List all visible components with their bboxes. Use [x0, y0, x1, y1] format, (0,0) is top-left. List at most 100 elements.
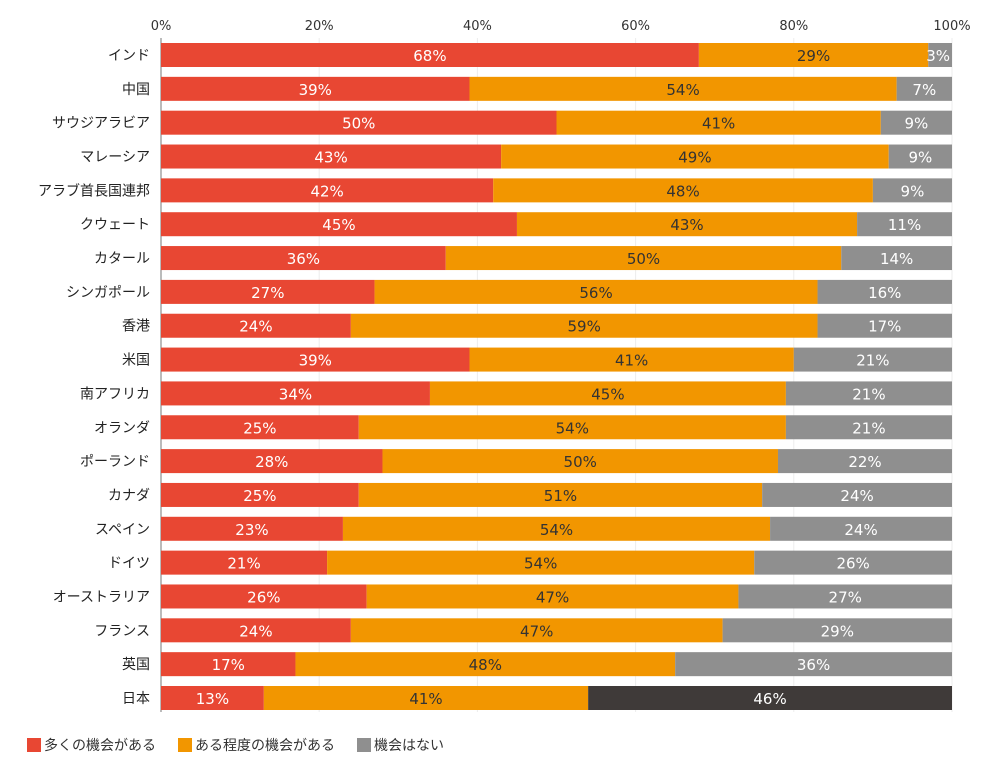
bar-segment — [161, 246, 446, 271]
bar-segment — [516, 212, 858, 237]
bar-segment — [161, 76, 470, 101]
bar-segment — [888, 144, 952, 169]
bar-segment — [770, 516, 952, 541]
category-label: スペイン — [95, 522, 150, 538]
data-label: 54% — [524, 555, 557, 573]
bar-segment — [358, 415, 786, 440]
legend-label: ある程度の機会がある — [195, 738, 335, 754]
data-label: 41% — [409, 690, 442, 708]
data-label: 41% — [615, 352, 648, 370]
bar-segment — [161, 212, 517, 237]
bar-segment — [327, 550, 755, 575]
legend-label: 多くの機会がある — [44, 738, 156, 754]
category-label: オランダ — [94, 420, 150, 436]
data-label: 24% — [844, 521, 877, 539]
category-label: アラブ首長国連邦 — [38, 182, 150, 199]
x-tick-label: 0% — [151, 19, 172, 34]
x-tick-label: 100% — [933, 19, 970, 34]
bar-segment — [501, 144, 889, 169]
data-label: 48% — [469, 656, 502, 674]
bar-segment — [754, 550, 952, 575]
data-label: 16% — [868, 284, 901, 302]
bar-segment — [161, 178, 494, 203]
category-label: 米国 — [122, 353, 150, 369]
legend-swatch — [178, 738, 192, 752]
bar-segment — [785, 415, 952, 440]
data-label: 21% — [227, 555, 260, 573]
bar-segment — [161, 482, 359, 507]
bar-segment — [161, 618, 351, 643]
data-label: 43% — [314, 149, 347, 167]
bar-segment — [762, 482, 952, 507]
data-label: 27% — [251, 284, 284, 302]
bar-segment — [817, 279, 952, 304]
category-label: シンガポール — [66, 285, 150, 301]
legend-label: 機会はない — [374, 738, 444, 754]
data-label: 17% — [868, 318, 901, 336]
category-label: ポーランド — [80, 454, 150, 470]
bar-segment — [872, 178, 952, 203]
bar-segment — [880, 110, 952, 135]
data-label: 14% — [880, 250, 913, 268]
data-label: 46% — [753, 690, 786, 708]
bar-segment — [588, 686, 952, 710]
data-label: 39% — [299, 81, 332, 99]
bar-segment — [785, 381, 952, 406]
legend-item: 多くの機会がある — [27, 735, 156, 755]
bar-segment — [161, 347, 470, 372]
data-label: 43% — [670, 216, 703, 234]
legend-item: 機会はない — [357, 735, 444, 755]
category-label: カナダ — [108, 488, 150, 504]
data-label: 36% — [287, 250, 320, 268]
category-label: フランス — [94, 623, 150, 639]
data-label: 25% — [243, 419, 276, 437]
data-label: 9% — [901, 182, 925, 200]
data-label: 7% — [912, 81, 936, 99]
data-label: 3% — [926, 47, 950, 65]
data-label: 49% — [678, 149, 711, 167]
data-label: 13% — [196, 690, 229, 708]
data-label: 29% — [797, 47, 830, 65]
bar-segment — [161, 652, 296, 677]
data-label: 54% — [666, 81, 699, 99]
data-label: 29% — [821, 622, 854, 640]
data-label: 22% — [848, 453, 881, 471]
legend: 多くの機会がある ある程度の機会がある 機会はない — [27, 735, 444, 755]
x-tick-label: 20% — [305, 19, 334, 34]
data-label: 23% — [235, 521, 268, 539]
category-label: 南アフリカ — [80, 386, 150, 402]
data-label: 17% — [212, 656, 245, 674]
data-label: 21% — [852, 385, 885, 403]
bar-segment — [382, 449, 778, 474]
bar-segment — [295, 652, 676, 677]
category-label: サウジアラビア — [52, 116, 150, 132]
category-label: インド — [108, 48, 150, 64]
data-label: 26% — [247, 588, 280, 606]
data-label: 48% — [666, 182, 699, 200]
legend-item: ある程度の機会がある — [178, 735, 335, 755]
legend-swatch — [27, 738, 41, 752]
bar-segment — [161, 279, 375, 304]
bar-segment — [841, 246, 952, 271]
bar-segment — [374, 279, 818, 304]
category-label: ドイツ — [108, 556, 150, 572]
bar-segment — [263, 686, 589, 710]
x-tick-label: 60% — [621, 19, 650, 34]
data-label: 41% — [702, 115, 735, 133]
data-label: 9% — [905, 115, 929, 133]
data-label: 39% — [299, 352, 332, 370]
bar-segment — [366, 584, 739, 609]
data-label: 24% — [239, 318, 272, 336]
data-label: 34% — [279, 385, 312, 403]
data-label: 24% — [840, 487, 873, 505]
bar-segment — [161, 516, 343, 541]
category-label: 中国 — [122, 82, 150, 98]
bar-segment — [161, 381, 430, 406]
data-label: 45% — [591, 385, 624, 403]
data-label: 50% — [564, 453, 597, 471]
data-label: 54% — [540, 521, 573, 539]
data-label: 47% — [520, 622, 553, 640]
category-label: マレーシア — [80, 150, 150, 166]
category-label: 香港 — [122, 319, 150, 335]
